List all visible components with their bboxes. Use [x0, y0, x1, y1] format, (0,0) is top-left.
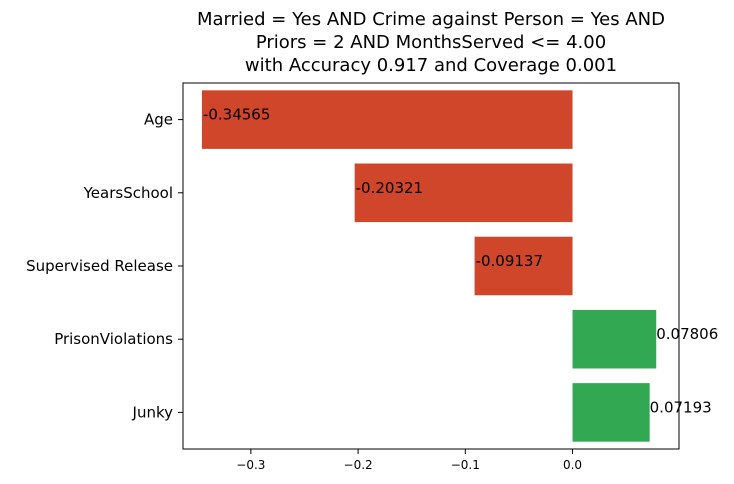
category-label: Supervised Release: [26, 257, 173, 275]
bar-age: [201, 90, 573, 149]
x-axis-ticks: −0.3 −0.2 −0.1 0.0: [236, 449, 582, 472]
bar-prisonviolations: [572, 309, 657, 369]
category-label: YearsSchool: [83, 184, 173, 202]
data-label: -0.34565: [203, 106, 270, 124]
data-labels: -0.34565 -0.20321 -0.09137 0.07806 0.07193: [203, 106, 718, 417]
data-label: 0.07806: [656, 325, 718, 343]
chart-title-line-3: with Accuracy 0.917 and Coverage 0.001: [245, 55, 617, 76]
category-label: Junky: [132, 403, 174, 421]
category-label: PrisonViolations: [54, 330, 173, 348]
data-label: -0.09137: [476, 252, 543, 270]
bar-yearsschool: [354, 163, 573, 223]
category-labels: Age YearsSchool Supervised Release PrisonVi…: [26, 111, 183, 421]
data-label: 0.07193: [650, 398, 712, 416]
category-label: Age: [144, 111, 173, 129]
chart-title-line-2: Priors = 2 AND MonthsServed <= 4.00: [256, 32, 606, 53]
x-tick-label: −0.3: [236, 458, 265, 472]
bar-supervised-release: [474, 236, 573, 296]
bar-junky: [572, 383, 650, 442]
x-tick-label: −0.2: [344, 458, 373, 472]
x-tick-label: −0.1: [451, 458, 480, 472]
chart-title: Married = Yes AND Crime against Person =…: [197, 9, 665, 76]
data-label: -0.20321: [356, 179, 423, 197]
chart-title-line-1: Married = Yes AND Crime against Person =…: [197, 9, 665, 30]
bars: [201, 90, 657, 442]
x-tick-label: 0.0: [563, 458, 582, 472]
